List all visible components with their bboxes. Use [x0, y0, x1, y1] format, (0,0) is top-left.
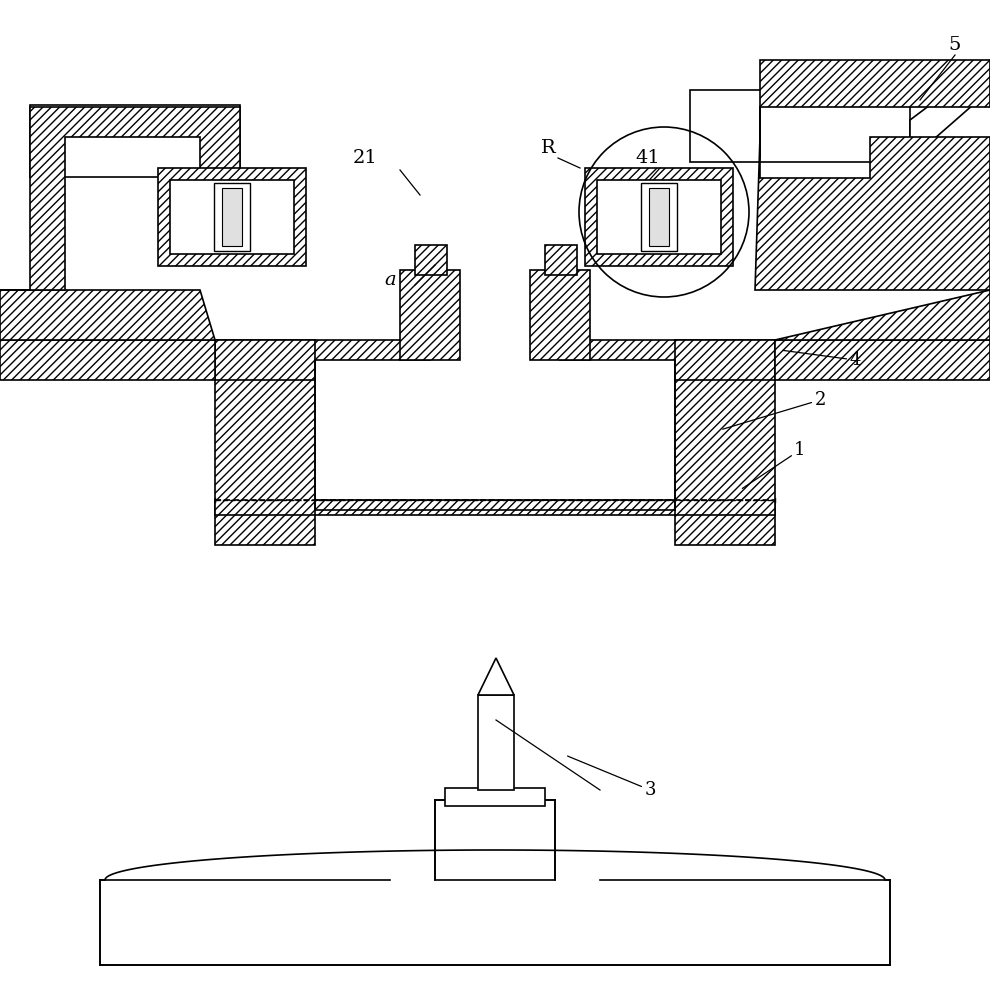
Polygon shape [215, 340, 430, 380]
Bar [222, 188, 242, 246]
Text: R: R [541, 139, 555, 157]
Bar [641, 183, 677, 251]
Polygon shape [0, 290, 215, 340]
Polygon shape [415, 245, 447, 275]
Text: 4: 4 [783, 350, 860, 369]
Bar [315, 340, 675, 510]
Text: a: a [384, 271, 396, 289]
Text: 41: 41 [636, 149, 660, 167]
Polygon shape [910, 60, 990, 160]
Polygon shape [0, 107, 240, 290]
Polygon shape [215, 340, 315, 515]
Bar [445, 788, 545, 806]
Bar [597, 180, 721, 254]
Bar [100, 880, 890, 965]
Polygon shape [478, 658, 514, 695]
Polygon shape [400, 270, 460, 360]
Polygon shape [755, 60, 990, 290]
Bar [690, 90, 910, 162]
Polygon shape [560, 340, 775, 380]
Bar [158, 168, 306, 266]
Text: 5: 5 [948, 36, 961, 54]
Bar [170, 180, 294, 254]
Text: 1: 1 [742, 441, 806, 488]
Bar [478, 695, 514, 790]
Polygon shape [675, 340, 775, 515]
Polygon shape [0, 340, 215, 380]
Polygon shape [530, 270, 590, 360]
Bar [65, 137, 200, 290]
Text: 21: 21 [352, 149, 377, 167]
Bar [214, 183, 250, 251]
Polygon shape [545, 245, 577, 275]
Polygon shape [775, 340, 990, 380]
Bar [435, 800, 555, 880]
Bar [649, 188, 669, 246]
Polygon shape [775, 290, 990, 340]
Polygon shape [215, 500, 775, 545]
Bar [30, 105, 240, 177]
Text: 3: 3 [567, 756, 655, 799]
Text: 2: 2 [723, 391, 826, 429]
Bar [585, 168, 733, 266]
